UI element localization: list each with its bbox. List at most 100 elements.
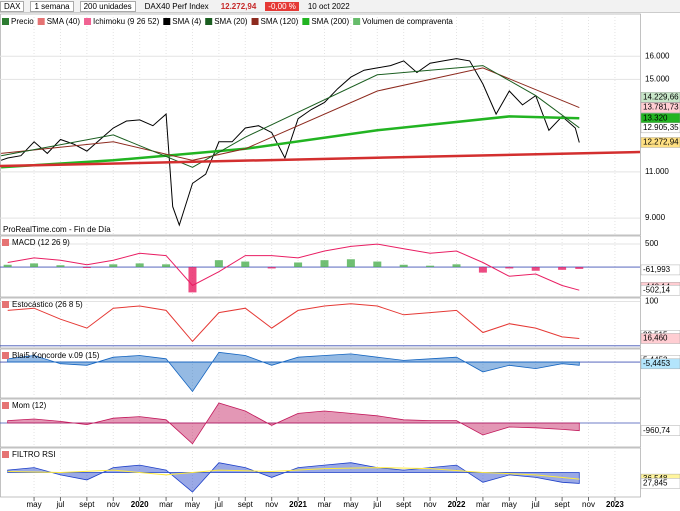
legend-label: SMA (40) <box>47 17 81 26</box>
panel-icon <box>2 239 9 246</box>
legend-label: SMA (4) <box>172 17 201 26</box>
x-tick-label: sept <box>396 500 412 509</box>
symbol[interactable]: DAX <box>0 0 25 12</box>
line <box>1 67 580 161</box>
legend-label: SMA (20) <box>214 17 248 26</box>
x-tick-label: jul <box>214 500 223 509</box>
x-tick-label: nov <box>424 500 437 509</box>
date: 10 oct 2022 <box>307 1 350 11</box>
price-tag-label: 13.320 <box>643 113 668 122</box>
legend-label: Ichimoku (9 26 52) <box>93 17 160 26</box>
area <box>7 351 580 393</box>
panel-title: Mom (12) <box>12 401 47 410</box>
price-tag-label: -61,993 <box>643 265 671 274</box>
bar <box>426 265 435 268</box>
x-tick-label: 2021 <box>289 500 307 509</box>
price-tag-label: 16,460 <box>643 334 668 343</box>
price-tag-label: 13.781,73 <box>643 103 679 112</box>
price-tag-label: 27,845 <box>643 478 668 487</box>
x-tick-label: sept <box>238 500 254 509</box>
x-tick-label: jul <box>531 500 540 509</box>
y-tick-label: 100 <box>645 297 659 306</box>
bar <box>267 267 276 269</box>
bar <box>162 264 171 268</box>
legend-swatch <box>353 18 361 25</box>
bar <box>373 261 382 268</box>
units[interactable]: 200 unidades <box>79 0 136 12</box>
x-tick-label: nov <box>582 500 595 509</box>
price-tag-label: -502,14 <box>643 285 671 294</box>
bar <box>399 264 408 268</box>
legend-swatch <box>84 18 92 25</box>
price-tag <box>640 478 680 489</box>
price: 12.272,94 <box>220 1 257 11</box>
x-tick-label: jul <box>55 500 64 509</box>
price-tag <box>640 425 680 436</box>
period[interactable]: 1 semana <box>30 0 74 12</box>
trend-line <box>0 150 641 168</box>
bar <box>241 261 250 268</box>
toolbar: DAX 1 semana 200 unidades DAX40 Perf Ind… <box>0 0 680 13</box>
bar <box>30 263 39 268</box>
line <box>7 303 580 343</box>
panel-title: FILTRO RSI <box>12 450 55 459</box>
bar <box>478 267 487 273</box>
price-tag <box>640 333 680 344</box>
legend-label: SMA (120) <box>261 17 299 26</box>
bar <box>575 267 584 269</box>
bar <box>82 267 91 268</box>
y-tick-label: 500 <box>645 239 659 248</box>
x-tick-label: nov <box>265 500 278 509</box>
bar <box>214 260 223 268</box>
panel-frame <box>0 348 641 399</box>
bar <box>320 260 329 268</box>
x-tick-label: sept <box>79 500 95 509</box>
legend-swatch <box>2 18 9 25</box>
legend-swatch <box>205 18 213 25</box>
panel-title: Estocástico (26 8 5) <box>12 300 83 309</box>
change: -0,00 % <box>265 1 299 11</box>
line <box>7 467 580 480</box>
bar <box>109 264 118 268</box>
panel-icon <box>2 301 9 308</box>
panel-title: Blai5 Koncorde v.09 (15) <box>12 351 100 360</box>
bar <box>56 265 65 268</box>
x-tick-label: mar <box>476 500 490 509</box>
price-tag <box>640 137 680 148</box>
bar <box>3 264 12 268</box>
bar <box>346 259 355 268</box>
price-tag-label: -5,4453 <box>643 359 671 368</box>
y-tick-label: 16.000 <box>645 51 670 60</box>
price-tag-label: 12.905,35 <box>643 123 679 132</box>
bar <box>294 262 303 268</box>
legend-swatch <box>251 18 259 25</box>
bar <box>452 264 461 268</box>
x-tick-label: jul <box>372 500 381 509</box>
legend-swatch <box>37 18 45 25</box>
legend-swatch <box>302 18 310 25</box>
source: ProRealTime.com - Fin de Día <box>3 225 111 234</box>
panel-icon <box>2 451 9 458</box>
x-tick-label: mar <box>159 500 173 509</box>
x-tick-label: 2020 <box>131 500 149 509</box>
line <box>1 65 580 168</box>
bar <box>135 263 144 268</box>
area <box>7 402 580 445</box>
y-tick-label: 15.000 <box>645 75 670 84</box>
bar <box>505 267 514 269</box>
y-tick-label: 11.000 <box>645 167 669 176</box>
price-tag <box>640 92 680 103</box>
panel-frame <box>0 297 641 349</box>
x-tick-label: may <box>502 500 517 509</box>
line <box>1 115 580 169</box>
x-tick-label: may <box>26 500 41 509</box>
panel-title: MACD (12 26 9) <box>12 238 70 247</box>
x-tick-label: sept <box>555 500 571 509</box>
panel-icon <box>2 352 9 359</box>
instrument-name: DAX40 Perf Index <box>144 1 209 11</box>
price-tag <box>640 122 680 134</box>
x-tick-label: may <box>343 500 358 509</box>
area <box>7 462 580 493</box>
